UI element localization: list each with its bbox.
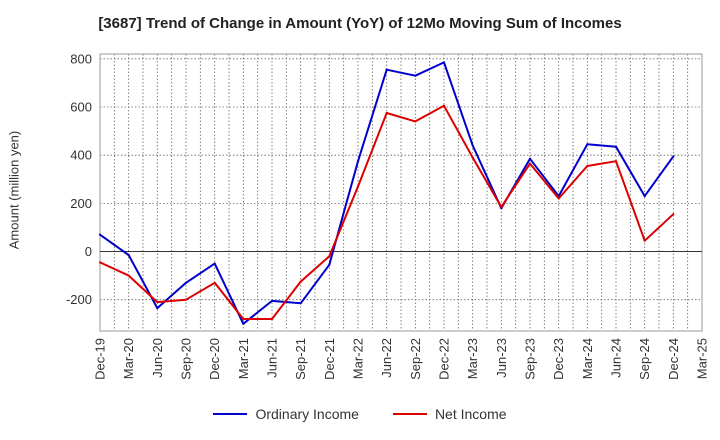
data-point [299, 280, 302, 283]
data-point [385, 111, 388, 115]
data-point [242, 317, 245, 321]
x-tick-label: Jun-23 [494, 338, 509, 378]
x-tick-label: Mar-24 [580, 338, 595, 379]
legend: Ordinary Income Net Income [0, 406, 720, 422]
series-line-ordinary-income [99, 61, 675, 325]
legend-item-ordinary-income: Ordinary Income [213, 406, 359, 422]
data-point [614, 160, 618, 163]
data-point [414, 120, 417, 123]
data-point [213, 281, 216, 284]
plot-frame [99, 53, 703, 332]
x-tick-label: Dec-24 [666, 338, 681, 380]
data-point [414, 74, 417, 77]
data-point [156, 307, 159, 310]
x-tick-label: Mar-21 [236, 338, 251, 379]
data-point [242, 322, 245, 325]
chart-title: [3687] Trend of Change in Amount (YoY) o… [98, 15, 622, 32]
grid-layer [99, 54, 703, 331]
data-point [528, 157, 532, 160]
x-tick-label: Mar-25 [695, 338, 710, 379]
y-tick-label: 200 [70, 196, 92, 211]
data-point [328, 263, 331, 266]
data-point [471, 144, 474, 147]
data-point [356, 160, 360, 163]
y-tick-label: 400 [70, 148, 92, 163]
x-tick-label: Dec-22 [437, 338, 452, 380]
legend-swatch-net-income [392, 413, 427, 415]
y-tick-label: 800 [70, 51, 92, 66]
legend-label-net-income: Net Income [434, 406, 507, 422]
x-tick-label: Mar-22 [351, 338, 366, 379]
data-point [643, 195, 646, 198]
data-point [643, 239, 646, 242]
x-tick-label: Dec-19 [93, 338, 108, 380]
data-point [184, 281, 188, 284]
data-point [127, 274, 130, 277]
data-point [528, 162, 532, 165]
x-tick-label: Jun-24 [609, 338, 624, 378]
x-tick-label: Sep-24 [637, 338, 652, 380]
y-tick-label: 0 [85, 244, 92, 259]
legend-item-net-income: Net Income [392, 406, 507, 422]
x-tick-label: Jun-20 [150, 338, 165, 378]
x-tick-label: Mar-20 [121, 338, 136, 379]
data-point [586, 164, 589, 168]
data-point [356, 185, 360, 188]
x-tick-label: Mar-23 [465, 338, 480, 379]
data-point [471, 156, 474, 159]
data-point [213, 262, 216, 265]
y-tick-label: 600 [70, 99, 92, 114]
data-point [586, 143, 589, 146]
data-point [500, 205, 503, 209]
data-point [270, 299, 274, 302]
x-tick-label: Sep-22 [408, 338, 423, 380]
y-tick-labels: -200 0 200 400 600 800 [66, 51, 92, 307]
series-layer [98, 61, 675, 325]
data-point [98, 233, 102, 236]
data-point [672, 155, 675, 158]
data-point [127, 254, 130, 257]
data-point [442, 61, 446, 64]
data-point [385, 68, 388, 71]
legend-label-ordinary-income: Ordinary Income [255, 406, 359, 422]
x-tick-label: Dec-20 [207, 338, 222, 380]
x-tick-label: Sep-21 [293, 338, 308, 380]
x-tick-label: Sep-20 [179, 338, 194, 380]
data-point [270, 317, 274, 321]
data-point [156, 300, 159, 304]
x-tick-label: Jun-22 [379, 338, 394, 378]
data-point [442, 104, 446, 107]
legend-swatch-ordinary-income [213, 413, 248, 415]
data-point [328, 255, 331, 258]
x-tick-label: Dec-23 [551, 338, 566, 380]
data-point [672, 213, 675, 216]
data-point [299, 302, 302, 305]
data-point [557, 197, 560, 200]
x-tick-label: Dec-21 [322, 338, 337, 380]
x-tick-labels: Dec-19 Mar-20 Jun-20 Sep-20 Dec-20 Mar-21 Jun-… [93, 338, 710, 380]
y-tick-label: -200 [66, 292, 92, 307]
data-point [184, 298, 188, 301]
data-point [614, 145, 618, 148]
x-tick-label: Jun-21 [265, 338, 280, 378]
data-point [98, 261, 102, 264]
x-tick-label: Sep-23 [523, 338, 538, 380]
